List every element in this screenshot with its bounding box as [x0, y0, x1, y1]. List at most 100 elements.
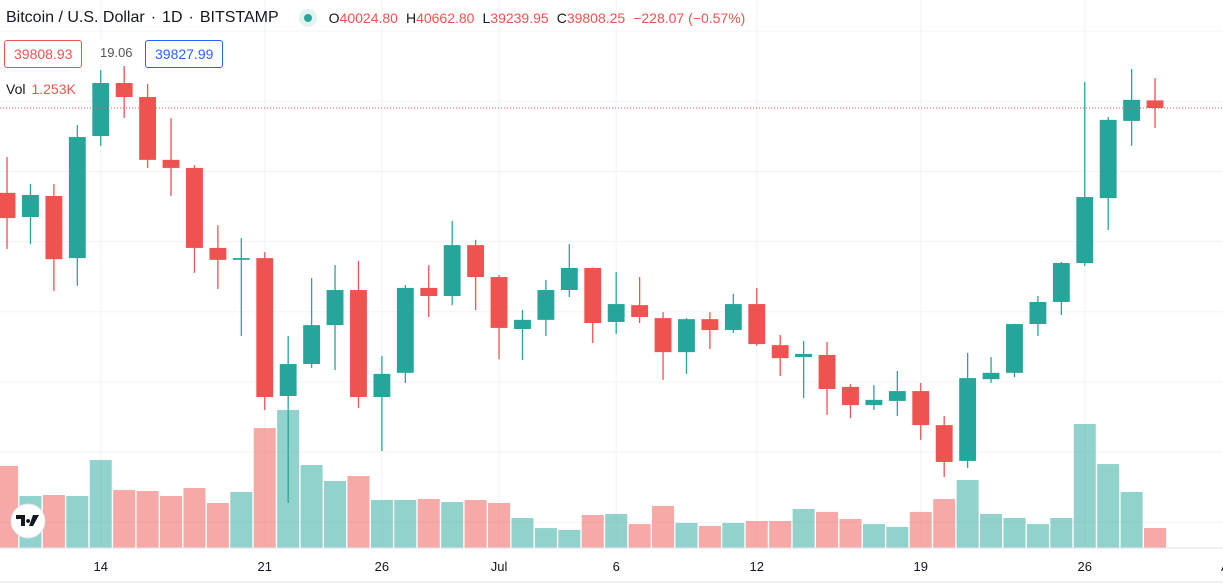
volume-bar: [534, 528, 557, 548]
volume-bar: [1026, 524, 1049, 548]
volume-bar: [488, 502, 511, 548]
x-tick-label: 6: [613, 559, 620, 574]
volume-bar: [698, 525, 721, 548]
volume-bar: [1003, 517, 1026, 548]
ohlc-item: O40024.80: [329, 10, 398, 26]
volume-bar: [886, 526, 909, 548]
candle-body: [771, 345, 789, 359]
candle-body: [68, 137, 86, 259]
volume-bar: [722, 522, 745, 548]
candle-body: [748, 304, 766, 345]
candle-body: [45, 196, 63, 260]
volume-bar: [839, 518, 862, 548]
volume-bar: [792, 509, 815, 548]
candle-body: [514, 319, 531, 329]
volume-bar: [0, 465, 19, 548]
candle-body: [1099, 119, 1117, 199]
candle-body: [92, 83, 110, 136]
ohlc-key: O: [328, 10, 340, 26]
candle-body: [912, 391, 930, 426]
candle-body: [1006, 324, 1023, 373]
candle-body: [186, 167, 203, 248]
volume-bar: [745, 521, 768, 548]
ohlc-key: C: [556, 10, 567, 26]
ohlc-value: 39808.25: [566, 10, 626, 26]
volume-bar: [816, 511, 839, 548]
volume-bar: [605, 514, 628, 548]
x-tick-label: Jul: [491, 559, 508, 574]
candle-body: [982, 372, 1000, 380]
volume-bar: [160, 495, 183, 548]
separator: ·: [188, 9, 194, 26]
volume-bar: [675, 522, 698, 548]
candle-body: [162, 159, 180, 168]
x-tick-label: 19: [914, 559, 928, 574]
volume-bar: [347, 476, 370, 548]
x-tick-label: 21: [258, 559, 272, 574]
volume-bar: [324, 480, 347, 548]
volume-bar: [42, 495, 65, 548]
price-change: −228.07 (−0.57%): [633, 10, 746, 26]
ohlc-value: 40024.80: [339, 10, 398, 26]
symbol-title: Bitcoin / U.S. Dollar: [6, 9, 145, 26]
volume-bar: [769, 521, 792, 548]
candle-body: [959, 378, 977, 461]
candle-body: [1123, 99, 1141, 121]
volume-bar: [89, 460, 112, 548]
candle-body: [724, 304, 742, 331]
candle-body: [139, 97, 157, 160]
volume-bar: [206, 502, 229, 548]
candle-body: [373, 373, 391, 398]
candle-body: [701, 319, 719, 331]
volume-bar: [1120, 491, 1143, 548]
candle-body: [654, 318, 672, 353]
candle-body: [888, 391, 906, 401]
candle-body: [1029, 301, 1047, 325]
candle-body: [350, 290, 367, 398]
interval[interactable]: 1D: [162, 9, 183, 26]
volume-bar: [417, 499, 440, 548]
volume-bar: [136, 491, 159, 548]
volume-value: 1.253K: [31, 81, 76, 97]
volume-bar: [441, 502, 464, 548]
volume-bar: [370, 499, 393, 548]
volume-bar: [394, 499, 417, 548]
candle-body: [818, 354, 836, 389]
x-tick-label: 14: [94, 559, 108, 574]
header: Bitcoin / U.S. Dollar · 1D · BITSTAMP O4…: [6, 9, 745, 27]
x-tick-label: 26: [1078, 559, 1092, 574]
volume-bar: [1050, 517, 1073, 548]
separator: ·: [150, 9, 157, 26]
ohlc-value: 39239.95: [490, 10, 549, 26]
volume-bar: [230, 491, 253, 548]
candle-body: [1076, 197, 1094, 264]
volume-legend: Vol 1.253K: [6, 81, 76, 97]
candle-body: [1146, 100, 1164, 108]
volume-bar: [956, 480, 979, 548]
ohlc-item: L39239.95: [482, 10, 548, 26]
ohlc-key: H: [405, 10, 417, 26]
candle-body: [631, 305, 649, 318]
volume-bar: [652, 506, 675, 548]
volume-bar: [1097, 464, 1120, 548]
candle-body: [490, 277, 508, 328]
volume-bar: [862, 524, 885, 548]
logo: [10, 503, 46, 539]
candle-body: [303, 325, 321, 365]
ohlc-value: 40662.80: [416, 10, 475, 26]
volume-name: Vol: [6, 81, 26, 97]
buy-price[interactable]: 39827.99: [145, 40, 224, 68]
volume-bar: [933, 499, 956, 548]
ohlc-item: C39808.25: [557, 10, 626, 26]
volume-bar: [66, 495, 89, 548]
candle-body: [326, 290, 344, 326]
ohlc-key: L: [482, 10, 491, 26]
ohlc-legend: O40024.80 H40662.80 L39239.95 C39808.25: [329, 10, 626, 26]
market-status[interactable]: [298, 9, 317, 27]
volume-bar: [464, 499, 487, 548]
volume-bar: [980, 514, 1003, 548]
sell-price[interactable]: 39808.93: [4, 40, 83, 68]
volume-bar: [253, 427, 276, 548]
